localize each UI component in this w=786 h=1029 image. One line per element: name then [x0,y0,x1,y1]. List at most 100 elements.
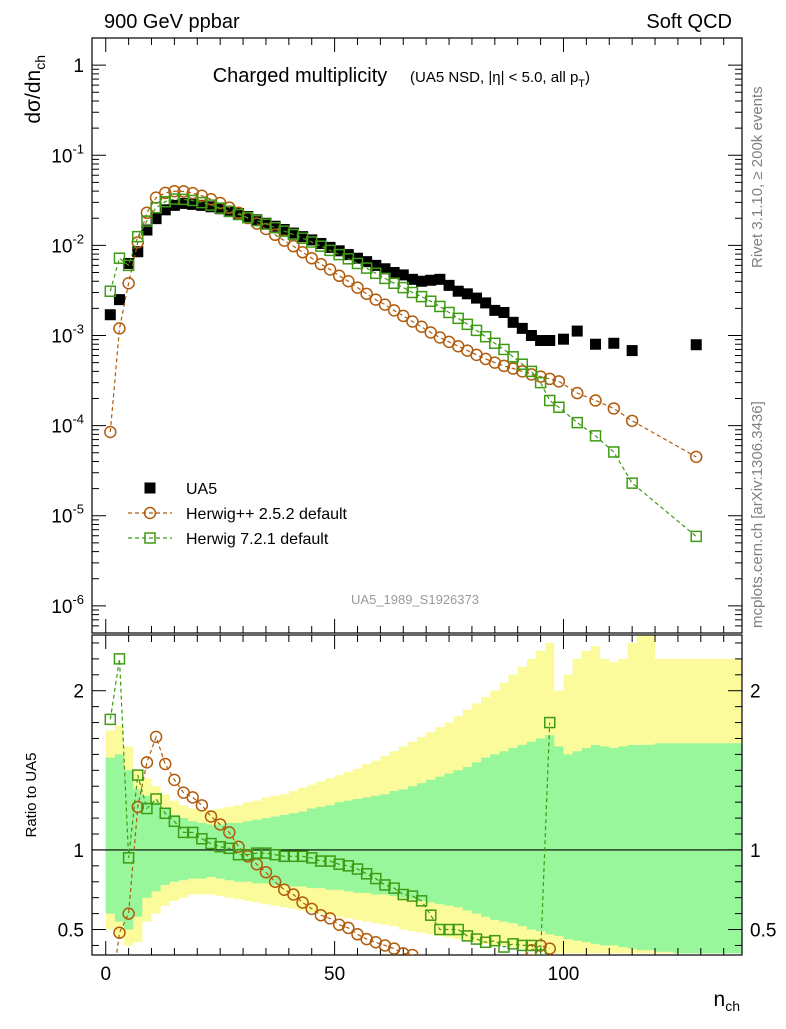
data-point [296,245,309,259]
chart-subtitle: (UA5 NSD, |η| < 5.0, all pT) [410,69,590,90]
data-point [287,888,300,901]
data-point [397,269,409,281]
data-point [205,201,217,213]
data-point [186,826,199,839]
legend-label: Herwig 7.2.1 default [186,531,329,548]
data-point [452,285,464,297]
mcplots-info: mcplots.cern.ch [arXiv:1306.3436] [749,401,766,628]
data-point [480,297,492,309]
data-point [461,318,474,331]
data-point [360,287,373,301]
data-point [113,926,126,939]
data-point [461,930,474,942]
data-point [223,206,235,218]
ratio-y-tick-label: 2 [73,682,84,703]
data-point [557,333,569,345]
data-point [214,202,226,214]
data-point [479,330,492,343]
legend-label: UA5 [186,481,217,498]
data-point [268,228,282,242]
data-point [415,320,428,334]
data-point [287,227,299,239]
data-point [516,939,529,952]
data-point [443,306,455,319]
data-point [625,414,639,428]
data-point [241,211,254,224]
data-point [406,315,419,328]
data-point [140,756,154,769]
y-tick-label: 1 [73,56,84,77]
data-point [296,232,309,244]
data-point [205,837,217,850]
data-point [159,195,171,208]
data-point [543,942,556,955]
data-point [104,285,117,297]
data-point [122,259,135,272]
data-point [406,273,418,285]
data-point [333,858,345,871]
data-point [323,263,337,276]
y-tick-label: 10-5 [51,502,84,528]
ratio-y-tick-label: 1 [750,841,761,862]
x-tick-label: 100 [548,964,580,985]
series-ua5 [104,197,702,357]
data-point [141,224,153,236]
data-point [177,185,190,198]
data-point [315,240,327,252]
data-point [498,941,510,953]
data-point [323,912,337,925]
data-point [259,865,273,879]
data-point [690,339,702,351]
data-point [305,236,318,248]
data-point [607,402,621,415]
data-point [388,267,400,279]
data-point [251,214,263,227]
data-point [315,237,327,249]
data-point [516,358,529,370]
data-point [104,309,116,321]
ratio-y-tick-label: 0.5 [58,921,84,942]
uncertainty-bands [105,635,742,954]
data-point [251,847,263,859]
data-point [332,269,346,283]
data-point [260,847,272,859]
data-point [333,245,345,257]
data-point [516,322,528,334]
y-tick-label: 10-1 [51,141,84,167]
data-point [387,304,401,317]
data-point [489,337,501,350]
data-point [342,921,355,935]
data-point [406,286,419,299]
data-point [186,791,199,804]
data-point [149,730,163,744]
data-point [379,879,391,891]
legend-entry: Herwig 7.2.1 default [128,531,329,548]
data-point [479,936,492,949]
data-point [223,826,236,839]
data-point [168,193,181,205]
data-point [361,256,373,268]
data-point [333,248,345,261]
data-point [370,872,382,885]
data-point [434,300,446,313]
data-point [424,909,437,921]
y-tick-label: 10-4 [51,412,84,438]
data-point [158,757,172,771]
x-tick-label: 50 [324,964,345,985]
analysis-id: UA5_1989_S1926373 [351,592,479,607]
data-point [159,807,171,820]
data-point [370,259,382,271]
data-point [168,815,181,828]
legend-entry: UA5 [144,481,217,498]
ratio-herwig-721 [104,653,556,955]
data-point [278,225,291,237]
data-point [415,895,428,907]
data-point [177,826,190,839]
data-point [187,198,199,210]
series-herwigpp-252 [104,184,703,464]
data-point [178,197,190,209]
data-point [489,934,501,947]
data-point [324,855,336,867]
data-point [113,252,126,264]
data-point [507,351,519,363]
